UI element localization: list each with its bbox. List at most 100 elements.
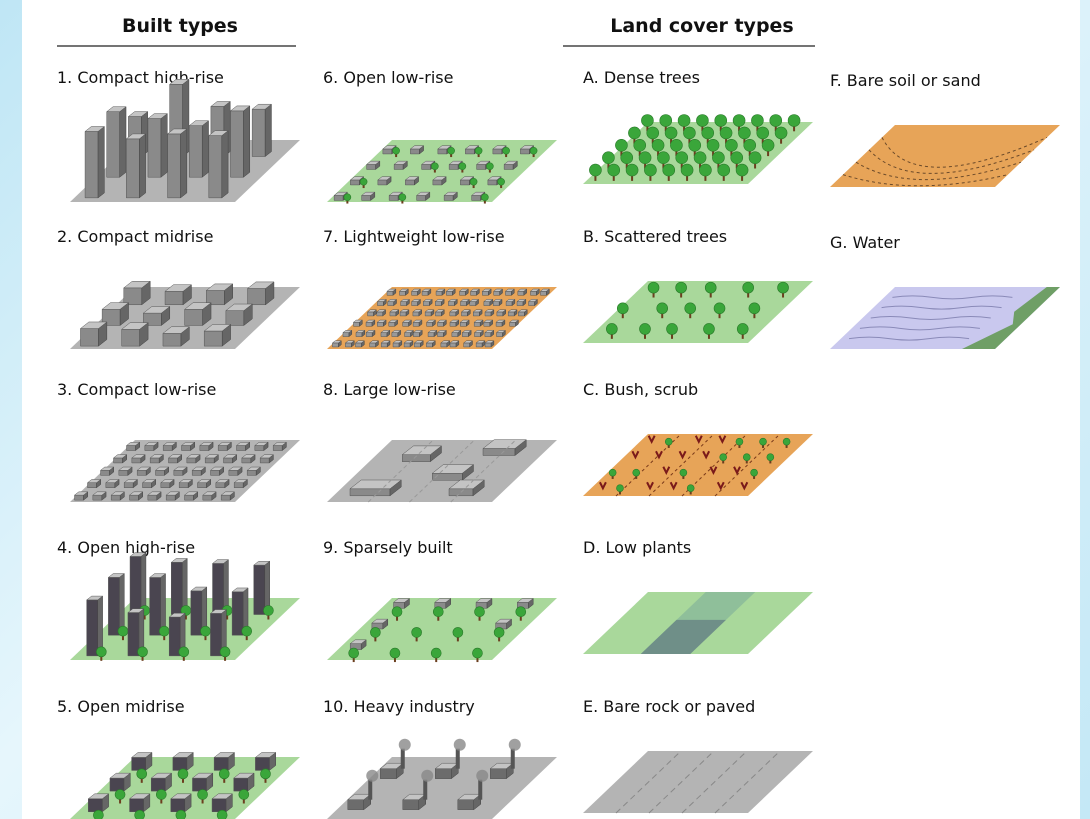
building-side — [97, 125, 105, 199]
building-front — [392, 342, 400, 348]
tree-crown — [343, 193, 352, 202]
building-front — [528, 301, 535, 306]
building-front — [386, 291, 394, 296]
building-top — [190, 586, 208, 592]
tree-crown — [725, 139, 738, 152]
building-front — [247, 288, 266, 306]
building-top — [365, 319, 376, 323]
building-top — [87, 793, 110, 800]
building-front — [118, 470, 129, 476]
building-front — [86, 599, 98, 657]
tree-crown — [389, 647, 401, 659]
building-front — [259, 457, 270, 464]
tree-crown — [657, 151, 670, 164]
illustration — [583, 114, 813, 184]
building-top — [130, 752, 153, 758]
building-front — [92, 494, 103, 501]
building-front — [484, 332, 492, 337]
tree-crown — [712, 151, 725, 164]
tree-crown — [686, 484, 695, 492]
building-top — [172, 752, 194, 758]
building-front — [382, 148, 393, 155]
building-front — [411, 291, 418, 296]
tree-crown — [625, 163, 639, 177]
building-front — [496, 332, 503, 337]
building-front — [388, 195, 399, 201]
tree-crown — [664, 126, 678, 140]
tree-crown — [766, 453, 775, 461]
tree-crown — [481, 193, 489, 202]
building-front — [199, 445, 210, 451]
building-top — [487, 176, 502, 181]
tree-crown — [633, 139, 647, 152]
building-front — [377, 179, 388, 186]
building-top — [391, 330, 402, 333]
building-top — [101, 302, 130, 310]
building-front — [387, 301, 394, 306]
building-top — [365, 160, 381, 165]
tree-crown — [493, 627, 505, 638]
building-front — [405, 179, 415, 186]
illustration — [327, 140, 557, 204]
building-top — [79, 321, 108, 329]
tree-crown — [348, 647, 360, 659]
building-top — [475, 160, 491, 165]
building-front — [347, 799, 364, 810]
tree-crown — [730, 151, 744, 164]
tree-crown — [756, 126, 770, 140]
building-front — [503, 164, 514, 170]
building-front — [172, 757, 188, 771]
building-top — [436, 319, 448, 323]
building-top — [492, 145, 507, 150]
building-top — [415, 191, 431, 196]
tree-crown — [178, 646, 190, 658]
building-top — [425, 340, 436, 344]
building-front — [220, 494, 231, 501]
land-cover-title: Land cover types — [610, 15, 794, 37]
building-top — [149, 454, 165, 459]
building-top — [382, 145, 397, 150]
building-front — [388, 322, 396, 327]
building-top — [365, 330, 376, 333]
building-front — [332, 342, 339, 348]
building-front — [377, 301, 384, 306]
building-top — [254, 441, 269, 446]
building-front — [437, 332, 444, 337]
building-front — [473, 322, 481, 327]
building-side — [119, 106, 127, 178]
building-top — [128, 793, 151, 800]
tree-crown — [639, 323, 651, 335]
illustration — [327, 738, 557, 819]
building-front — [403, 342, 411, 348]
tree-crown — [675, 281, 687, 294]
building-top — [246, 466, 262, 471]
tree-crown — [748, 302, 761, 315]
type-label: C. Bush, scrub — [583, 380, 698, 399]
building-front — [518, 311, 525, 317]
building-front — [126, 138, 140, 199]
shrub — [718, 435, 727, 444]
building-front — [212, 563, 224, 615]
tree-crown — [156, 789, 167, 800]
shrub — [678, 450, 687, 460]
shrub — [631, 450, 640, 460]
soil-line — [881, 136, 1048, 168]
building-top — [199, 441, 214, 446]
building-top — [173, 466, 188, 471]
building-front — [168, 616, 181, 657]
tree-crown — [370, 627, 381, 638]
building-front — [493, 291, 500, 296]
building-top — [371, 618, 389, 624]
building-front — [228, 470, 239, 476]
building-top — [165, 491, 181, 496]
building-top — [421, 288, 432, 292]
building-top — [92, 491, 107, 496]
building-front — [496, 311, 504, 317]
building-top — [213, 752, 236, 758]
building-top — [141, 479, 157, 483]
tree-crown — [117, 625, 129, 637]
building-top — [150, 772, 173, 779]
building-side — [180, 128, 188, 199]
building-side — [221, 130, 229, 199]
building-top — [131, 454, 146, 459]
